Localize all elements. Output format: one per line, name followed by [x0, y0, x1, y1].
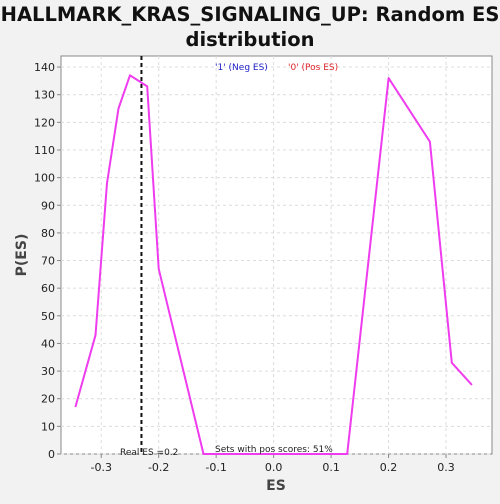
legend-entry-neg-es: '1' (Neg ES)	[215, 63, 268, 73]
x-tick-label: 0.2	[380, 461, 398, 474]
y-axis-label: P(ES)	[14, 234, 30, 277]
legend-entry-pos-es: '0' (Pos ES)	[288, 63, 338, 73]
x-tick-label: -0.1	[205, 461, 226, 474]
y-tick-label: 80	[41, 227, 55, 240]
y-tick-label: 120	[34, 116, 55, 129]
pos-scores-annotation: Sets with pos scores: 51%	[215, 445, 333, 455]
y-tick-label: 50	[41, 310, 55, 323]
y-tick-label: 10	[41, 420, 55, 433]
y-tick-label: 40	[41, 337, 55, 350]
y-tick-label: 60	[41, 282, 55, 295]
y-tick-label: 0	[48, 448, 55, 461]
x-tick-label: 0.3	[437, 461, 455, 474]
series-lines	[74, 74, 473, 455]
grid-lines	[61, 56, 492, 455]
y-tick-label: 70	[41, 255, 55, 268]
chart-title-line-2: distribution	[186, 28, 315, 51]
x-tick-label: -0.2	[148, 461, 169, 474]
chart-title-line-1: HALLMARK_KRAS_SIGNALING_UP: Random ES	[1, 3, 500, 26]
y-tick-label: 130	[34, 89, 55, 102]
series-line-0	[74, 74, 473, 455]
x-axis-label: ES	[266, 478, 286, 494]
x-tick-label: 0.0	[265, 461, 283, 474]
y-tick-label: 30	[41, 365, 55, 378]
y-tick-label: 90	[41, 199, 55, 212]
x-tick-label: -0.3	[90, 461, 111, 474]
y-tick-label: 140	[34, 61, 55, 74]
y-tick-label: 110	[34, 144, 55, 157]
plot-area	[60, 55, 493, 455]
x-axis-ticks: -0.3 -0.2 -0.1 0.0 0.1 0.2 0.3	[90, 454, 455, 474]
real-es-annotation: Real ES =0.2	[120, 448, 178, 458]
x-tick-label: 0.1	[322, 461, 340, 474]
y-axis-ticks: 0 10 20 30 40 50 60 70 80 90 100 110 120 130 140	[34, 61, 61, 461]
y-tick-label: 100	[34, 172, 55, 185]
y-tick-label: 20	[41, 393, 55, 406]
